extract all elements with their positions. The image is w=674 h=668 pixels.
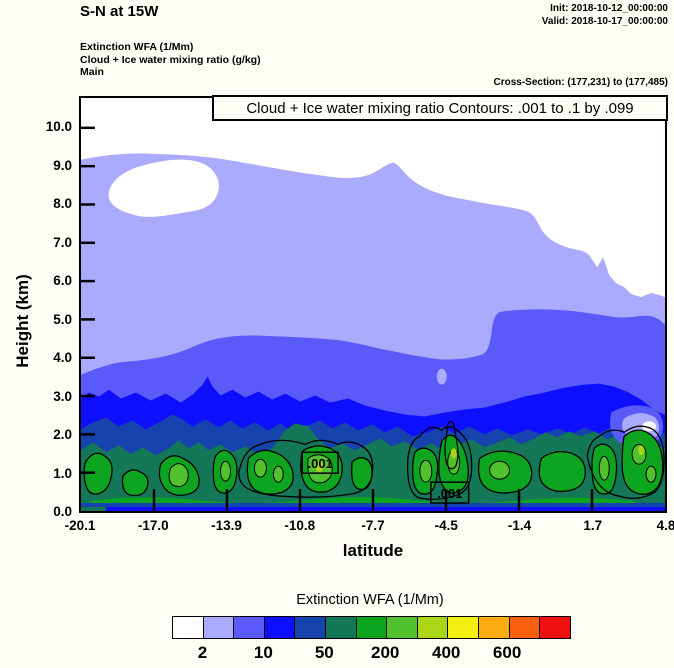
colorbar-tick-label: 600 [492,643,522,662]
x-tick-label: 4.8 [656,518,674,533]
colorbar-cell [508,617,540,638]
x-tick-label: -1.4 [507,518,532,533]
contour-label-1-group: .001 [301,451,339,474]
colorbar-cell [263,617,295,638]
y-tick-label: 8.0 [53,196,72,211]
colorbar-cell [173,617,203,638]
colorbar-cell [325,617,356,638]
contour-info-box: Cloud + Ice water mixing ratio Contours:… [212,95,668,121]
colorbar-cell [294,617,326,638]
y-tick-label: 1.0 [53,465,72,481]
model-domain-label: Main [80,66,104,78]
colorbar-tick-label: 400 [432,643,461,662]
cross-section-plot: .001 .001 [79,96,667,513]
page-title: S-N at 15W [80,3,159,20]
cross-section-coords-label: Cross-Section: (177,231) to (177,485) [493,77,668,88]
contour-info-text: Cloud + Ice water mixing ratio Contours:… [246,99,634,117]
clear-pocket [108,159,219,217]
contour-label-2-group: .001 [430,481,470,504]
x-tick-label: -7.7 [361,518,385,533]
x-axis-title: latitude [342,541,404,560]
x-tick-label: 1.7 [583,518,603,533]
colorbar-tick-label: 50 [314,643,334,662]
colorbar-cell [478,617,509,638]
x-tick-label: -10.8 [284,518,316,533]
colorbar-title: Extinction WFA (1/Mm) [296,592,444,608]
x-tick-label: -17.0 [137,518,169,533]
field-extinction-label: Extinction WFA (1/Mm) [80,41,194,53]
cloud-contour-loops [238,420,665,501]
y-tick-label: 3.0 [53,388,72,404]
contour-label-1: .001 [308,456,333,471]
contour-label-2: .001 [437,486,462,501]
contour-label-1-box [301,451,339,474]
colorbar-cell [539,617,570,638]
colorbar-cell [416,617,448,638]
colorbar-cell [233,617,264,638]
contour-label-2-box [430,481,470,504]
colorbar [172,616,571,639]
yellow-green-peaks [315,445,645,473]
y-tick-label: 7.0 [53,234,72,250]
band-gte-10-bottom-strip [105,507,665,511]
y-tick-label: 0.0 [53,504,72,519]
x-tick-label: -4.5 [434,518,458,533]
colorbar-cell [447,617,479,638]
plotted-fields: Extinction WFA (1/Mm) Cloud + Ice water … [80,41,261,79]
band-gte-2-speck [436,368,447,385]
colorbar-tick-label: 200 [371,643,400,662]
contour-plot-svg: .001 .001 [81,98,665,511]
field-mixing-ratio-label: Cloud + Ice water mixing ratio (g/kg) [80,53,261,66]
bright-green-cores [168,443,657,488]
colorbar-cell [355,617,387,638]
y-axis-title: Height (km) [13,274,32,368]
y-tick-label: 2.0 [53,427,72,442]
colorbar-tick-label: 2 [197,643,208,662]
x-tick-label: -20.1 [64,518,96,533]
colorbar-cell [386,617,417,638]
init-time: Init: 2018-10-12_00:00:00 [550,3,668,14]
y-tick-label: 9.0 [53,157,72,173]
x-tick-label: -13.9 [211,518,242,533]
colorbar-tick-label: 10 [253,643,273,662]
y-tick-label: 4.0 [53,350,72,365]
y-tick-label: 5.0 [53,311,72,327]
y-tick-label: 10.0 [45,119,72,134]
axis-ticks [81,126,594,511]
y-tick-label: 6.0 [53,273,72,288]
green-cells [83,429,664,497]
valid-time: Valid: 2018-10-17_00:00:00 [541,16,668,27]
colorbar-cell [202,617,234,638]
run-times: Init: 2018-10-12_00:00:00 Valid: 2018-10… [542,2,668,28]
